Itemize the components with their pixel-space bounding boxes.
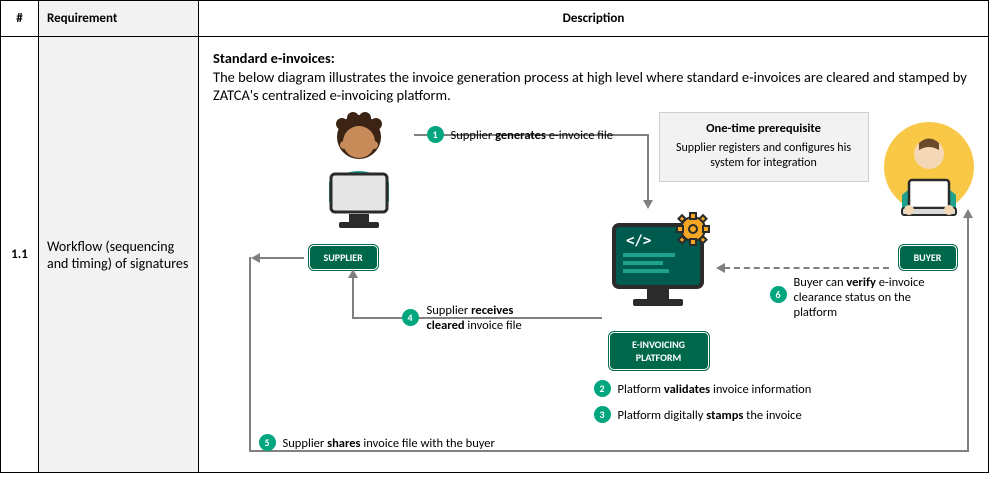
arrow-1-head <box>643 200 653 209</box>
arrow-5a <box>249 257 251 452</box>
badge-6: 6 <box>770 286 787 303</box>
row-req: Workflow (sequencing and timing) of sign… <box>39 37 199 473</box>
workflow-diagram: </> <box>214 112 974 462</box>
prereq-text: Supplier registers and configures his sy… <box>670 141 858 171</box>
badge-5: 5 <box>259 434 276 451</box>
requirements-table: # Requirement Description 1.1 Workflow (… <box>0 0 989 473</box>
col-req: Requirement <box>39 1 199 37</box>
badge-4: 4 <box>402 309 419 326</box>
arrow-5a2h <box>251 253 260 263</box>
arrow-4-head <box>348 269 358 278</box>
arrow-1b <box>647 134 649 202</box>
arrow-4b <box>352 277 354 319</box>
desc-title: Standard e-invoices: <box>213 49 974 67</box>
col-num: # <box>1 1 39 37</box>
step-3-text: Platform digitally stamps the invoice <box>618 408 802 423</box>
step-2-text: Platform validates invoice information <box>618 382 812 397</box>
svg-text:</>: </> <box>626 233 651 249</box>
badge-2: 2 <box>594 380 611 397</box>
arrow-5c <box>967 217 969 452</box>
arrow-5-head <box>963 209 973 218</box>
arrow-6 <box>724 267 889 269</box>
prereq-title: One-time prerequisite <box>670 121 858 137</box>
step-1-text: Supplier generates e-invoice file <box>451 128 614 143</box>
table-row: 1.1 Workflow (sequencing and timing) of … <box>1 37 989 473</box>
platform-icon: </> <box>609 207 714 322</box>
prereq-box: One-time prerequisite Supplier registers… <box>659 112 869 182</box>
badge-3: 3 <box>594 406 611 423</box>
badge-1: 1 <box>427 126 444 143</box>
supplier-label: SUPPLIER <box>309 245 378 270</box>
step-5-text: Supplier shares invoice file with the bu… <box>283 436 495 451</box>
row-num: 1.1 <box>1 37 39 473</box>
platform-label: E-INVOICING PLATFORM <box>609 332 709 370</box>
arrow-6-head <box>716 263 725 273</box>
step-6-text: Buyer can verify e-invoice clearance sta… <box>794 275 944 320</box>
col-desc: Description <box>199 1 989 37</box>
arrow-5a2 <box>259 257 304 259</box>
step-4-text: Supplier receives cleared invoice file <box>427 303 537 333</box>
desc-body: The below diagram illustrates the invoic… <box>213 69 974 104</box>
supplier-icon <box>309 112 409 232</box>
buyer-label: BUYER <box>899 245 957 270</box>
row-desc: Standard e-invoices: The below diagram i… <box>199 37 989 473</box>
